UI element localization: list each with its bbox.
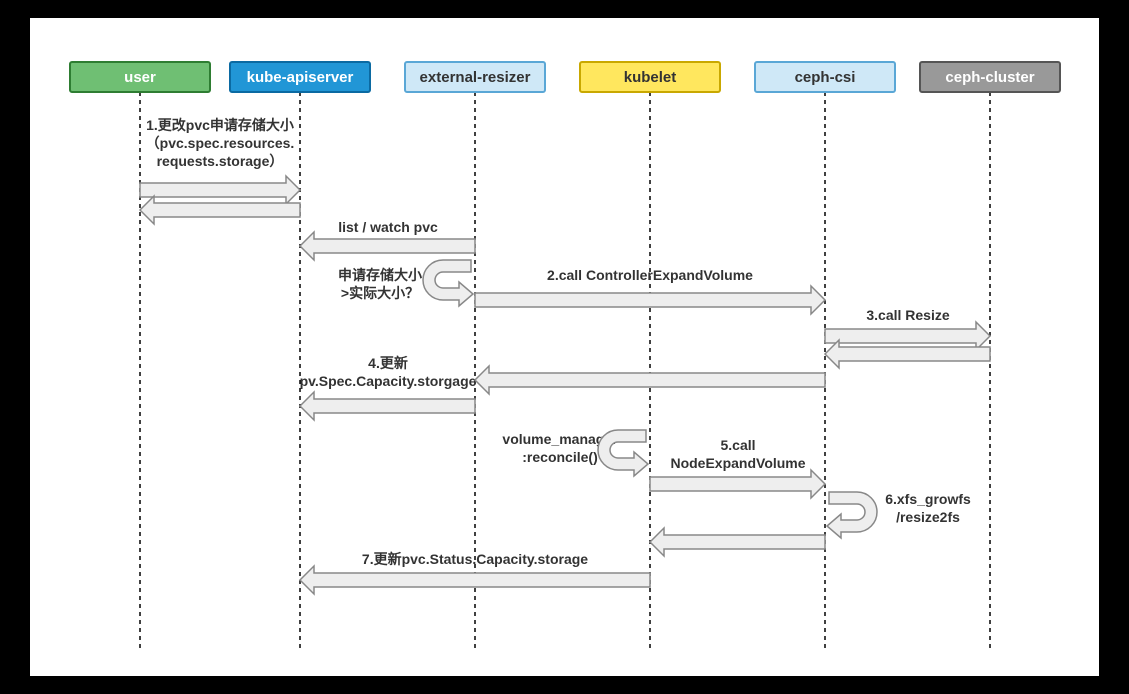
self-arrow: [423, 260, 473, 306]
actor-label-ceph-csi: ceph-csi: [795, 69, 856, 86]
arrow: [300, 232, 475, 260]
arrow: [650, 528, 825, 556]
message-label: 4.更新pv.Spec.Capacity.storgage: [300, 355, 477, 389]
message-label: 6.xfs_growfs/resize2fs: [885, 491, 971, 525]
message-label: 2.call ControllerExpandVolume: [547, 267, 753, 283]
arrow: [825, 340, 990, 368]
arrow: [825, 322, 990, 350]
message-label: 5.callNodeExpandVolume: [670, 437, 805, 471]
self-arrow: [827, 492, 877, 538]
arrow: [650, 470, 825, 498]
message-label: 7.更新pvc.Status.Capacity.storage: [362, 551, 588, 567]
arrow: [300, 392, 475, 420]
arrow: [140, 196, 300, 224]
message-label: list / watch pvc: [338, 219, 438, 235]
arrow: [140, 176, 300, 204]
actor-label-user: user: [124, 69, 156, 86]
sequence-diagram: user kube-apiserver external-resizer kubele…: [30, 18, 1099, 676]
diagram-canvas: user kube-apiserver external-resizer kubele…: [30, 18, 1099, 676]
message-label: 3.call Resize: [866, 307, 949, 323]
message-label: 申请存储大小>实际大小？: [338, 267, 422, 301]
actor-label-kube-apiserver: kube-apiserver: [247, 69, 354, 86]
actor-label-external-resizer: external-resizer: [420, 69, 531, 86]
self-arrow: [598, 430, 648, 476]
message-label: 1.更改pvc申请存储大小（pvc.spec.resources.request…: [146, 117, 295, 169]
actor-label-ceph-cluster: ceph-cluster: [945, 69, 1034, 86]
diagram-frame: user kube-apiserver external-resizer kubele…: [0, 0, 1129, 694]
actor-label-kubelet: kubelet: [624, 69, 677, 86]
